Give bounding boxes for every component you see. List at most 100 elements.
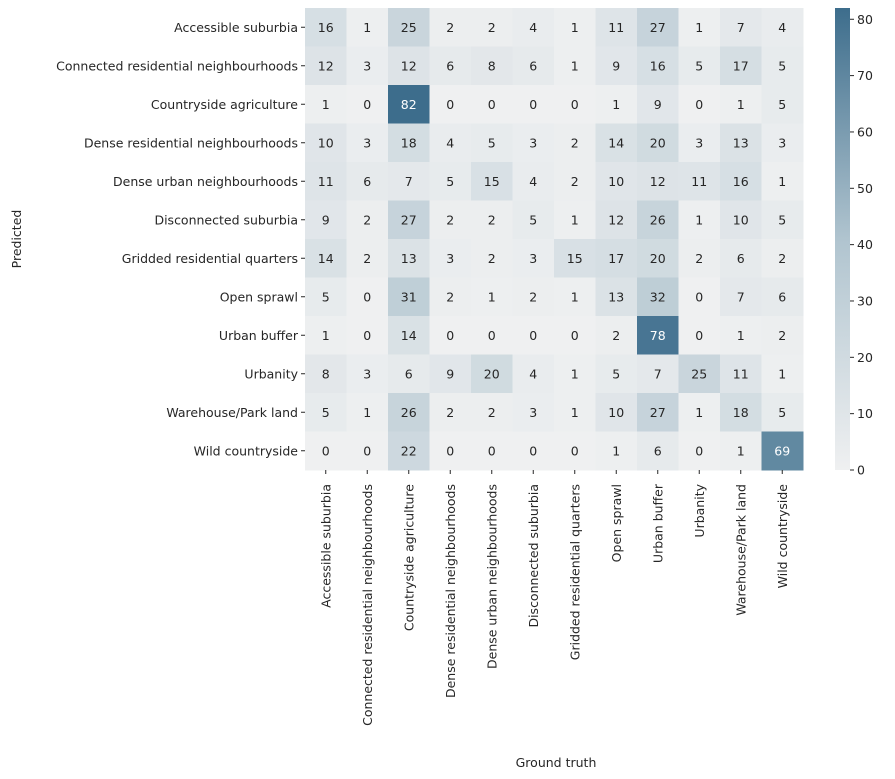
heatmap-cell <box>388 431 430 471</box>
cell-value-label: 8 <box>322 366 330 381</box>
heatmap-cell <box>346 85 389 124</box>
heatmap-cell <box>720 239 762 278</box>
heatmap-cell <box>678 8 721 47</box>
y-tick-label: Gridded residential quarters <box>122 251 298 266</box>
cell-value-label: 0 <box>363 443 371 458</box>
cell-value-label: 2 <box>529 289 537 304</box>
heatmap-cell <box>512 393 555 432</box>
heatmap-cell <box>471 393 513 432</box>
cell-value-label: 0 <box>446 97 454 112</box>
cell-value-label: 9 <box>612 58 620 73</box>
heatmap-cell <box>346 354 389 394</box>
heatmap-cell <box>554 354 596 394</box>
cell-value-label: 2 <box>571 174 579 189</box>
x-axis-ticks: Accessible suburbia Connected residential… <box>318 470 790 726</box>
cell-value-label: 20 <box>484 366 500 381</box>
x-tick-label: Urbanity <box>692 483 707 537</box>
cell-value-label: 3 <box>778 135 786 150</box>
cell-value-label: 1 <box>571 366 579 381</box>
cell-value-label: 2 <box>488 251 496 266</box>
colorbar-tick-label: 70 <box>857 68 873 83</box>
cell-value-label: 5 <box>612 366 620 381</box>
cell-value-label: 9 <box>322 212 330 227</box>
cell-value-label: 20 <box>650 135 666 150</box>
heatmap-cell <box>471 239 513 278</box>
heatmap-cell <box>637 200 679 240</box>
heatmap-cell <box>429 123 472 163</box>
heatmap-cell <box>720 431 762 471</box>
heatmap-cell <box>637 431 679 471</box>
cell-value-label: 5 <box>322 289 330 304</box>
heatmap-cell <box>471 431 513 471</box>
cell-value-label: 1 <box>322 328 330 343</box>
y-tick-label: Urbanity <box>244 366 298 381</box>
heatmap-cell <box>761 431 804 471</box>
cell-value-label: 3 <box>363 366 371 381</box>
heatmap-cell <box>471 46 513 86</box>
heatmap-cell <box>471 200 513 240</box>
cell-value-label: 3 <box>363 58 371 73</box>
colorbar-tick-label: 0 <box>857 463 865 478</box>
cell-value-label: 1 <box>322 97 330 112</box>
heatmap-cell <box>388 200 430 240</box>
heatmap-cell <box>305 8 347 47</box>
heatmap-cell <box>471 316 513 355</box>
cell-value-label: 11 <box>733 366 749 381</box>
cell-value-label: 25 <box>691 366 707 381</box>
heatmap-cell <box>471 8 513 47</box>
colorbar-tick-label: 50 <box>857 181 873 196</box>
cell-value-label: 0 <box>571 443 579 458</box>
cell-value-label: 1 <box>695 20 703 35</box>
heatmap-cell <box>512 8 555 47</box>
heatmap-cell <box>554 123 596 163</box>
y-tick-label: Dense urban neighbourhoods <box>113 174 298 189</box>
y-axis-title: Predicted <box>9 210 24 269</box>
heatmap-cell <box>761 162 804 201</box>
heatmap-cell <box>388 123 430 163</box>
cell-value-label: 1 <box>612 97 620 112</box>
heatmap-cell <box>554 239 596 278</box>
heatmap-cell <box>346 8 389 47</box>
x-tick-label: Open sprawl <box>609 484 624 562</box>
cell-value-label: 14 <box>401 328 417 343</box>
cell-value-label: 17 <box>733 58 749 73</box>
colorbar <box>835 8 850 470</box>
cell-value-label: 26 <box>401 405 417 420</box>
heatmap-cell <box>637 277 679 317</box>
heatmap-cell <box>388 85 430 124</box>
cell-value-label: 0 <box>529 97 537 112</box>
heatmap-cell <box>305 162 347 201</box>
colorbar-tick-label: 20 <box>857 350 873 365</box>
cell-value-label: 4 <box>529 20 537 35</box>
cell-value-label: 7 <box>737 20 745 35</box>
cell-value-label: 27 <box>401 212 417 227</box>
y-tick-label: Warehouse/Park land <box>166 405 298 420</box>
x-tick-label: Gridded residential quarters <box>567 484 582 660</box>
heatmap-cell <box>388 162 430 201</box>
cell-value-label: 2 <box>488 405 496 420</box>
cell-value-label: 0 <box>488 328 496 343</box>
cell-value-label: 1 <box>737 443 745 458</box>
y-tick-label: Dense residential neighbourhoods <box>84 135 298 150</box>
heatmap-cell <box>720 46 762 86</box>
cell-value-label: 1 <box>571 58 579 73</box>
colorbar-ticks: 0 10 20 30 40 50 60 70 80 <box>850 12 873 478</box>
heatmap-cell <box>595 354 638 394</box>
cell-value-label: 6 <box>529 58 537 73</box>
x-tick-label: Urban buffer <box>650 483 665 563</box>
cell-value-label: 12 <box>318 58 334 73</box>
cell-value-label: 2 <box>446 212 454 227</box>
heatmap-cell <box>305 277 347 317</box>
cell-value-label: 0 <box>488 443 496 458</box>
cell-value-label: 3 <box>363 135 371 150</box>
cell-value-label: 1 <box>571 212 579 227</box>
y-axis-ticks: Accessible suburbia Connected residential… <box>56 20 305 458</box>
heatmap-cell <box>305 354 347 394</box>
heatmap-cell <box>554 162 596 201</box>
heatmap-cell <box>512 277 555 317</box>
heatmap-cell <box>595 162 638 201</box>
heatmap-cell <box>305 85 347 124</box>
heatmap-cell <box>637 239 679 278</box>
cell-value-label: 2 <box>778 251 786 266</box>
heatmap-cell <box>305 200 347 240</box>
